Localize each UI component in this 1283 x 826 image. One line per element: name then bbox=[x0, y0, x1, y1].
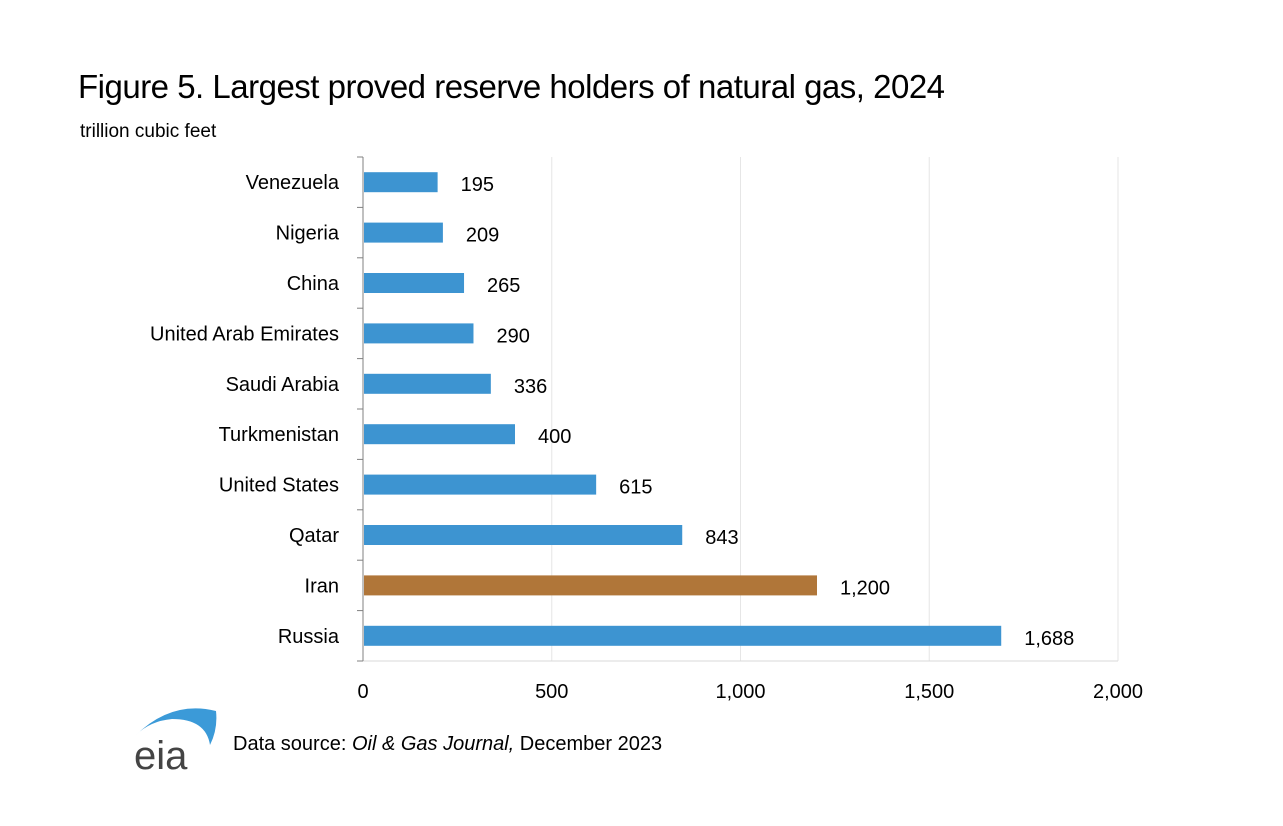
data-label: 336 bbox=[514, 376, 547, 398]
category-label: Nigeria bbox=[276, 223, 340, 245]
data-label: 400 bbox=[538, 426, 571, 448]
category-label: United Arab Emirates bbox=[150, 323, 339, 345]
data-label: 1,200 bbox=[840, 577, 890, 599]
source-prefix: Data source: bbox=[233, 733, 352, 755]
category-label: Qatar bbox=[289, 525, 339, 547]
bar-nigeria bbox=[364, 222, 443, 243]
data-label: 209 bbox=[466, 225, 499, 247]
data-label: 843 bbox=[705, 527, 738, 549]
category-label: United States bbox=[219, 475, 339, 497]
category-label: Turkmenistan bbox=[219, 424, 339, 446]
chart-title: Figure 5. Largest proved reserve holders… bbox=[78, 68, 945, 105]
bar-iran bbox=[364, 575, 817, 596]
category-label: Russia bbox=[278, 626, 340, 648]
bar-china bbox=[364, 273, 465, 293]
bar-saudi-arabia bbox=[364, 373, 491, 394]
data-label: 615 bbox=[619, 477, 652, 499]
bar-united-states bbox=[364, 474, 597, 495]
x-tick-label: 0 bbox=[357, 681, 368, 703]
data-label: 195 bbox=[461, 174, 494, 196]
category-label: China bbox=[287, 273, 340, 295]
unit-label: trillion cubic feet bbox=[80, 121, 217, 142]
data-label: 1,688 bbox=[1024, 628, 1074, 650]
x-tick-label: 500 bbox=[535, 681, 568, 703]
source-date: December 2023 bbox=[514, 733, 663, 755]
category-label: Iran bbox=[305, 575, 339, 597]
x-tick-label: 1,000 bbox=[715, 681, 765, 703]
data-label: 290 bbox=[496, 325, 529, 347]
bar-qatar bbox=[364, 525, 683, 545]
bar-venezuela bbox=[364, 172, 438, 193]
svg-text:eia: eia bbox=[134, 734, 188, 775]
x-tick-label: 2,000 bbox=[1093, 681, 1143, 703]
eia-logo: eia bbox=[134, 708, 217, 775]
category-label: Venezuela bbox=[246, 172, 340, 194]
bar-russia bbox=[364, 625, 1002, 646]
data-source: Data source: Oil & Gas Journal, December… bbox=[233, 733, 662, 756]
bar-turkmenistan bbox=[364, 424, 515, 445]
category-label: Saudi Arabia bbox=[226, 374, 340, 396]
data-label: 265 bbox=[487, 275, 520, 297]
bar-united-arab-emirates bbox=[364, 323, 474, 344]
source-journal: Oil & Gas Journal, bbox=[351, 733, 515, 755]
x-tick-label: 1,500 bbox=[904, 681, 954, 703]
